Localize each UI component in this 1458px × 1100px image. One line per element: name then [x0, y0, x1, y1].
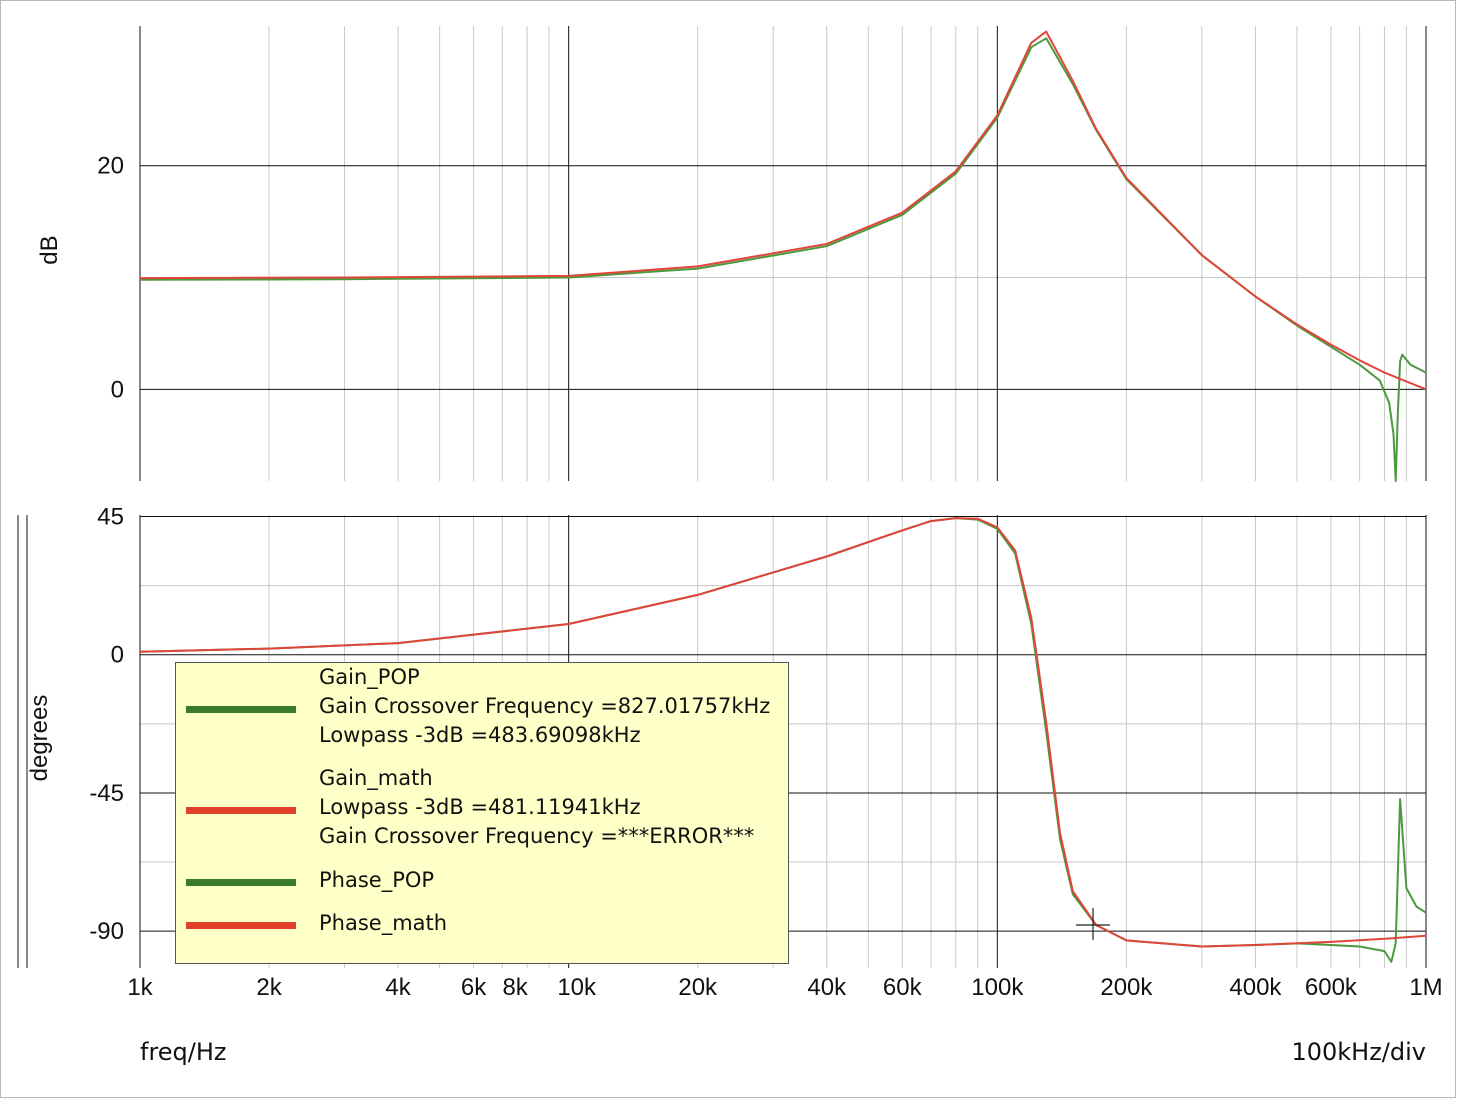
series-line-Phase_math: [139, 517, 1427, 948]
x-tick-label: 1M: [1409, 974, 1442, 1001]
x-tick-label: 10k: [557, 974, 597, 1001]
legend-text: Gain_POP: [319, 665, 420, 689]
y-tick-label: 0: [111, 376, 124, 403]
series-layer: [139, 30, 1427, 963]
x-tick-label: 40k: [807, 974, 847, 1001]
legend-text: Lowpass -3dB =481.11941kHz: [319, 795, 641, 819]
legend-text: Gain Crossover Frequency =***ERROR***: [319, 824, 755, 848]
x-tick-label: 60k: [883, 974, 923, 1001]
series-line-Gain_POP: [139, 37, 1427, 482]
legend-swatch-Phase_math: [186, 922, 296, 929]
legend-box[interactable]: Gain_POP Gain Crossover Frequency =827.01…: [175, 662, 789, 964]
legend-text: Phase_POP: [319, 868, 435, 892]
y-axis-label: dB: [36, 235, 63, 264]
label-layer: 20 0 dB 45 0 -45 -90 degrees 1k 2k 4k 6k 8k 10k 20k 40k…: [26, 153, 1443, 1001]
legend-text: Gain_math: [319, 766, 433, 790]
legend-text: Phase_math: [319, 911, 448, 935]
legend-text: Lowpass -3dB =483.69098kHz: [319, 723, 641, 747]
x-tick-label: 200k: [1100, 974, 1153, 1001]
x-tick-label: 1k: [127, 974, 153, 1001]
x-tick-label: 600k: [1305, 974, 1358, 1001]
cursor-crosshair-icon[interactable]: [1076, 908, 1110, 940]
y-tick-label: -45: [89, 780, 124, 807]
y-tick-label: 20: [97, 153, 124, 180]
legend-swatch-Phase_POP: [186, 879, 296, 886]
x-tick-label: 4k: [385, 974, 411, 1001]
x-axis-label: freq/Hz: [140, 1038, 227, 1066]
legend-text: Gain Crossover Frequency =827.01757kHz: [319, 694, 771, 718]
x-tick-label: 400k: [1229, 974, 1282, 1001]
x-tick-label: 6k: [461, 974, 487, 1001]
y-tick-label: -90: [89, 918, 124, 945]
series-line-Gain_math: [139, 30, 1427, 391]
legend-swatch-Gain_math: [186, 807, 296, 814]
x-tick-label: 100k: [971, 974, 1024, 1001]
y-tick-label: 45: [97, 504, 124, 531]
x-scale-note: 100kHz/div: [1291, 1038, 1426, 1066]
legend-swatch-Gain_POP: [186, 706, 296, 713]
x-tick-label: 8k: [502, 974, 528, 1001]
x-tick-label: 20k: [678, 974, 718, 1001]
y-axis-label: degrees: [26, 695, 53, 782]
x-tick-label: 2k: [256, 974, 282, 1001]
y-tick-label: 0: [111, 642, 124, 669]
